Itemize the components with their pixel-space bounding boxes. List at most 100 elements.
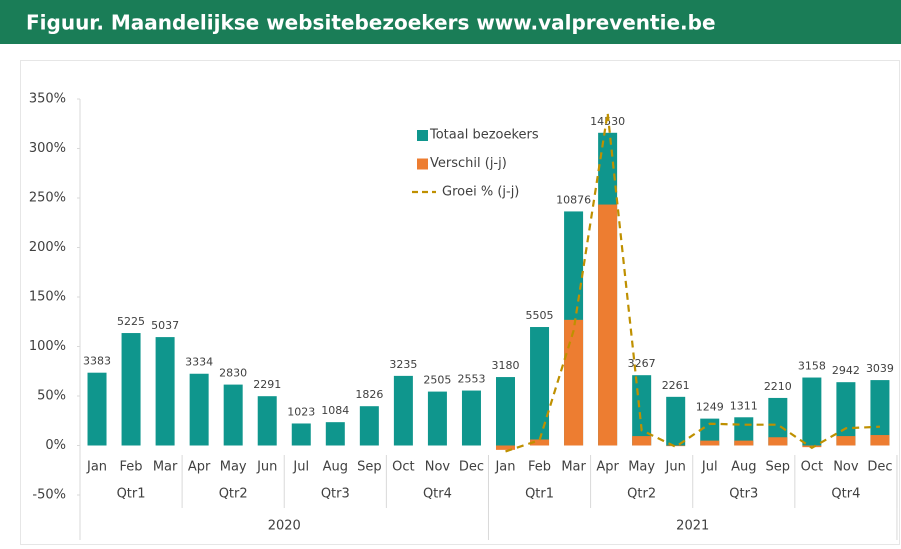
bar [461,390,481,446]
x-tick-label: Apr [188,460,211,475]
bar [768,437,788,446]
bar [393,375,413,446]
bar [291,423,311,446]
x-tick-label: Aug [323,460,348,475]
y-tick-label: 0% [45,438,66,453]
bar [359,406,379,446]
bar [802,377,822,446]
title-banner [0,0,901,44]
data-label: 10876 [556,193,591,206]
data-label: 5225 [117,315,145,328]
data-label: 3334 [185,356,213,369]
x-tick-label: Dec [867,460,892,475]
data-label: 2942 [832,364,860,377]
bar [598,204,618,446]
data-label: 2505 [423,374,451,387]
year-label: 2021 [676,519,709,534]
bar [666,445,686,447]
data-label: 5505 [526,309,554,322]
bar [530,327,550,446]
data-label: 2830 [219,367,247,380]
data-label: 1249 [696,401,724,414]
bar [632,375,652,446]
bar [564,319,584,446]
data-label: 1826 [355,388,383,401]
bar [496,445,515,450]
y-tick-label: 150% [29,290,66,305]
bar [87,372,107,446]
x-tick-label: Jun [665,460,686,475]
bar [734,440,754,446]
line [505,112,880,453]
quarter-label: Qtr3 [321,487,350,502]
data-label: 3039 [866,362,894,375]
y-tick-label: 200% [29,240,66,255]
data-label: 3158 [798,360,826,373]
data-label: 3180 [492,359,520,372]
y-tick-label: 300% [29,141,66,156]
data-label: 5037 [151,319,179,332]
x-tick-label: Apr [596,460,619,475]
y-tick-label: 100% [29,339,66,354]
data-label: 1311 [730,399,758,412]
x-tick-label: Jul [292,460,309,475]
bar [223,384,243,446]
bar [836,436,856,446]
data-label: 2261 [662,379,690,392]
y-tick-label: -50% [32,488,66,503]
bar [530,439,550,446]
bar [257,396,277,446]
x-tick-label: Aug [731,460,756,475]
x-tick-label: Mar [153,460,178,475]
data-label: 2553 [457,373,485,386]
data-label: 14530 [590,115,625,128]
chart-title: Figuur. Maandelijkse websitebezoekers ww… [26,11,716,35]
x-tick-label: Feb [120,460,143,475]
bar [155,337,175,446]
legend-swatch [417,158,428,170]
x-tick-label: Mar [561,460,586,475]
bar [870,380,890,446]
data-label: 1084 [321,404,349,417]
x-tick-label: Sep [357,460,382,475]
x-tick-label: May [628,460,655,475]
bar [189,373,209,446]
bar [496,377,515,446]
x-tick-label: Jun [256,460,277,475]
y-tick-label: 350% [29,92,66,107]
legend-label: Verschil (j-j) [430,156,507,171]
quarter-label: Qtr1 [525,487,554,502]
quarter-label: Qtr2 [219,487,248,502]
quarter-label: Qtr3 [729,487,758,502]
x-tick-label: Sep [766,460,791,475]
quarter-label: Qtr4 [831,487,860,502]
data-label: 3383 [83,355,111,368]
data-label: 3235 [389,358,417,371]
y-tick-label: 50% [37,389,66,404]
quarter-label: Qtr1 [117,487,146,502]
legend-label: Totaal bezoekers [429,128,539,143]
x-tick-label: Dec [459,460,484,475]
data-label: 2291 [253,378,281,391]
bar [700,418,720,446]
legend-swatch [417,130,428,141]
year-label: 2020 [268,519,301,534]
bar [632,436,652,446]
x-tick-label: Jan [494,460,515,475]
data-label: 2210 [764,380,792,393]
x-tick-label: Nov [833,460,859,475]
bar [870,435,890,446]
legend-label: Groei % (j-j) [442,185,519,200]
x-tick-label: Oct [801,460,823,475]
x-tick-label: Feb [528,460,551,475]
bar [427,391,447,446]
bar [802,445,822,448]
bar [121,333,141,446]
x-tick-label: Nov [425,460,451,475]
y-tick-label: 250% [29,191,66,206]
x-tick-label: Jan [86,460,107,475]
quarter-label: Qtr4 [423,487,452,502]
x-tick-label: May [220,460,247,475]
data-label: 3267 [628,357,656,370]
